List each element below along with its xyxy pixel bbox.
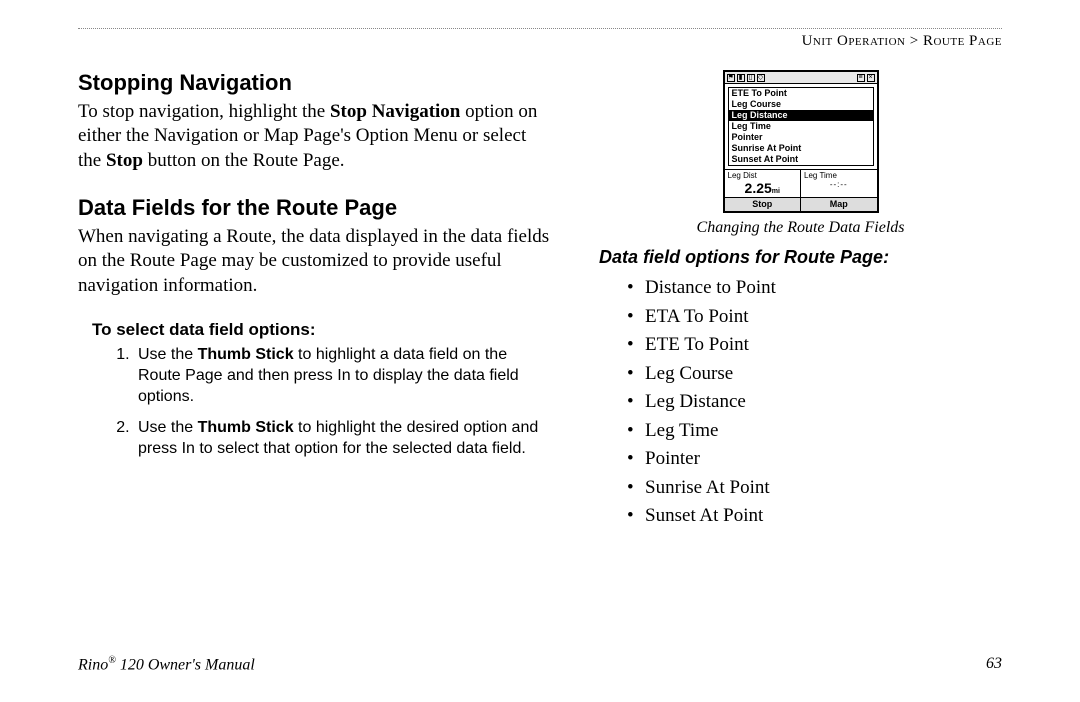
options-list: Distance to Point ETA To Point ETE To Po… <box>627 274 1002 531</box>
heading-stopping-navigation: Stopping Navigation <box>78 70 551 96</box>
steps-list: Use the Thumb Stick to highlight a data … <box>134 344 551 460</box>
close-icon: × <box>867 74 875 82</box>
menu-icon: ≡ <box>857 74 865 82</box>
option-item: Leg Time <box>627 417 1002 446</box>
device-bottom-buttons: Stop Map <box>725 197 877 211</box>
option-item: Sunset At Point <box>627 502 1002 531</box>
flag-icon: ⚑ <box>727 74 735 82</box>
subheading-select-options: To select data field options: <box>92 320 551 340</box>
device-option-list: ETE To Point Leg Course Leg Distance Leg… <box>728 87 874 166</box>
list-item-selected: Leg Distance <box>729 110 873 121</box>
heading-data-fields: Data Fields for the Route Page <box>78 195 551 221</box>
footer-manual-title: Rino® 120 Owner's Manual <box>78 655 255 674</box>
device-screenshot: ⚑ ▮ ▯ ◇ ≡ × ETE To Point Leg Course Leg … <box>599 70 1002 237</box>
option-item: Leg Course <box>627 360 1002 389</box>
option-item: Leg Distance <box>627 388 1002 417</box>
breadcrumb-section: Unit Operation <box>802 33 906 49</box>
field-value: 2.25 <box>745 180 772 196</box>
device-caption: Changing the Route Data Fields <box>697 219 905 237</box>
page-footer: Rino® 120 Owner's Manual 63 <box>78 655 1002 674</box>
text-bold: Thumb Stick <box>198 346 294 363</box>
option-item: ETE To Point <box>627 331 1002 360</box>
text: Use the <box>138 346 198 363</box>
registered-mark: ® <box>108 655 116 666</box>
device-data-fields: Leg Dist 2.25mi Leg Time --:-- <box>725 169 877 197</box>
option-item: Pointer <box>627 445 1002 474</box>
step-item: Use the Thumb Stick to highlight the des… <box>134 417 551 459</box>
field-label: Leg Dist <box>728 171 798 180</box>
gps-icon: ◇ <box>757 74 765 82</box>
text: To stop navigation, highlight the <box>78 101 330 122</box>
text: Use the <box>138 419 198 436</box>
list-item: Pointer <box>729 132 873 143</box>
text: Rino <box>78 656 108 673</box>
list-item: ETE To Point <box>729 88 873 99</box>
list-item: Sunset At Point <box>729 154 873 165</box>
list-item: Leg Time <box>729 121 873 132</box>
device-map-button: Map <box>801 198 877 211</box>
option-item: Distance to Point <box>627 274 1002 303</box>
list-item: Leg Course <box>729 99 873 110</box>
text: button on the Route Page. <box>143 150 345 171</box>
text-bold: Thumb Stick <box>198 419 294 436</box>
footer-page-number: 63 <box>986 655 1002 674</box>
device-stop-button: Stop <box>725 198 802 211</box>
text: 120 Owner's Manual <box>116 656 255 673</box>
text-bold: Stop Navigation <box>330 101 460 122</box>
text-bold: Stop <box>106 150 143 171</box>
subheading-field-options: Data field options for Route Page: <box>599 247 1002 268</box>
breadcrumb: Unit Operation > Route Page <box>78 33 1002 50</box>
para-stop-nav: To stop navigation, highlight the Stop N… <box>78 100 551 173</box>
breadcrumb-page: Route Page <box>923 33 1002 49</box>
field-value: --:-- <box>804 180 874 189</box>
right-column: ⚑ ▮ ▯ ◇ ≡ × ETE To Point Leg Course Leg … <box>599 70 1002 531</box>
breadcrumb-sep: > <box>906 33 923 49</box>
option-item: ETA To Point <box>627 303 1002 332</box>
signal-icon: ▮ <box>737 74 745 82</box>
field-label: Leg Time <box>804 171 874 180</box>
left-column: Stopping Navigation To stop navigation, … <box>78 70 551 531</box>
para-data-fields: When navigating a Route, the data displa… <box>78 225 551 298</box>
field-unit: mi <box>772 188 780 195</box>
device-titlebar: ⚑ ▮ ▯ ◇ ≡ × <box>725 72 877 84</box>
list-item: Sunrise At Point <box>729 143 873 154</box>
step-item: Use the Thumb Stick to highlight a data … <box>134 344 551 407</box>
battery-icon: ▯ <box>747 74 755 82</box>
option-item: Sunrise At Point <box>627 474 1002 503</box>
top-rule <box>78 28 1002 29</box>
